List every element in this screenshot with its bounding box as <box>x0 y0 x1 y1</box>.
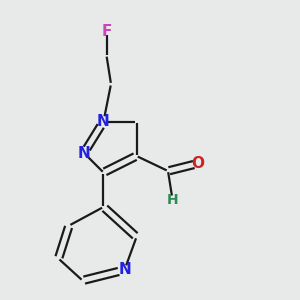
Text: N: N <box>97 114 110 129</box>
Text: O: O <box>191 156 205 171</box>
Text: H: H <box>167 193 178 206</box>
Text: N: N <box>78 146 90 160</box>
Text: F: F <box>101 24 112 39</box>
Text: N: N <box>118 262 131 278</box>
